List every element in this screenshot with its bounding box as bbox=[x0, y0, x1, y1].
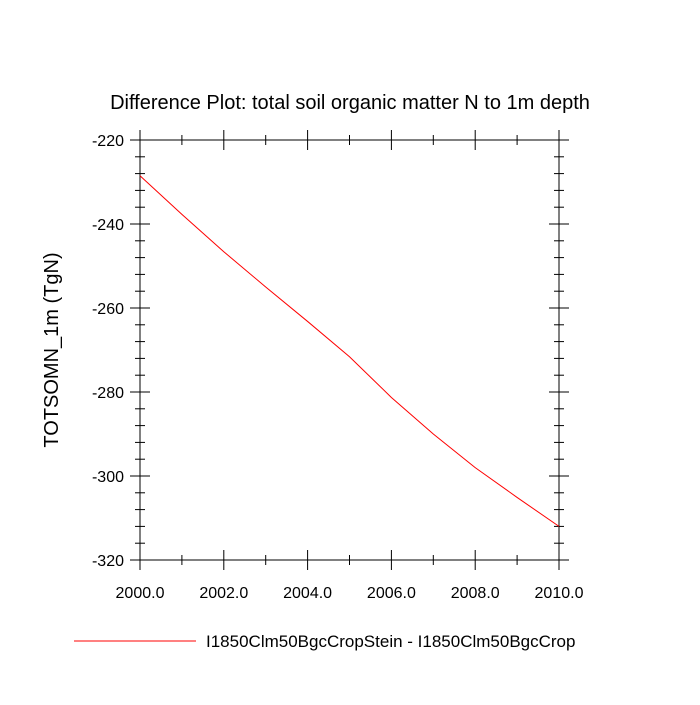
y-tick-label: -240 bbox=[92, 217, 124, 234]
y-ticks: -220 -240 -260 -280 -300 -320 bbox=[92, 133, 569, 570]
y-tick-label: -300 bbox=[92, 469, 124, 486]
legend: I1850Clm50BgcCropStein - I1850Clm50BgcCr… bbox=[74, 632, 575, 651]
y-tick-label: -320 bbox=[92, 553, 124, 570]
y-tick-label: -260 bbox=[92, 301, 124, 318]
legend-entry-label: I1850Clm50BgcCropStein - I1850Clm50BgcCr… bbox=[206, 632, 575, 651]
y-tick-label: -220 bbox=[92, 133, 124, 150]
y-tick-label: -280 bbox=[92, 385, 124, 402]
x-tick-label: 2006.0 bbox=[367, 585, 416, 602]
series-layer bbox=[139, 175, 560, 527]
x-tick-label: 2008.0 bbox=[451, 585, 500, 602]
chart-title: Difference Plot: total soil organic matt… bbox=[110, 92, 590, 114]
x-tick-label: 2004.0 bbox=[283, 585, 332, 602]
series-line bbox=[139, 175, 560, 527]
x-tick-label: 2000.0 bbox=[116, 585, 165, 602]
x-ticks: 2000.0 2002.0 2004.0 2006.0 2008.0 2010.0 bbox=[116, 130, 584, 602]
x-tick-label: 2002.0 bbox=[199, 585, 248, 602]
x-tick-label: 2010.0 bbox=[535, 585, 584, 602]
plot-frame bbox=[139, 139, 560, 561]
y-axis-label: TOTSOMN_1m (TgN) bbox=[41, 252, 63, 447]
